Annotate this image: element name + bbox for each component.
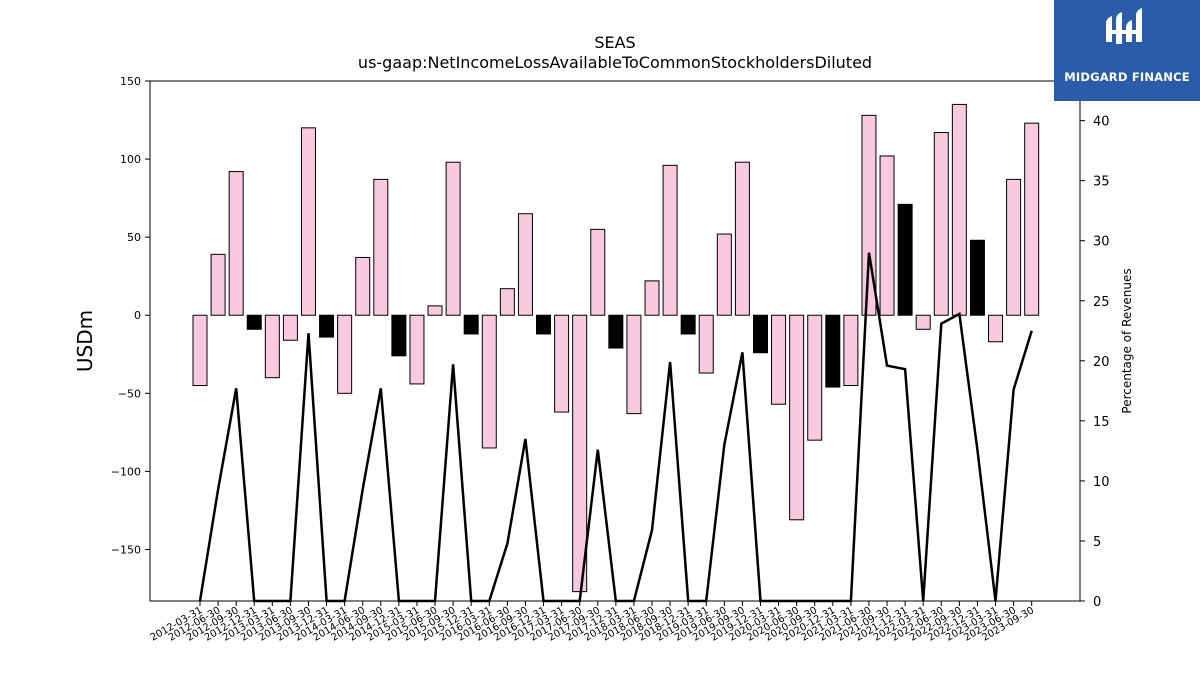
bar [626, 314, 642, 415]
bar [807, 314, 823, 441]
bar [391, 314, 407, 357]
bar [246, 314, 262, 330]
bar [228, 171, 244, 316]
bar [933, 132, 949, 316]
bar [680, 314, 696, 335]
bar [427, 305, 443, 316]
y-axis-left: −150 −100 −50 0 50 100 150 [111, 75, 150, 556]
y-tick-label: 50 [127, 231, 141, 244]
x-axis: 2012-03-312012-06-302012-09-302012-12-31… [149, 601, 1036, 644]
bar [843, 314, 859, 387]
y-tick-label: −150 [111, 543, 141, 556]
y-right-tick-label: 0 [1093, 595, 1101, 610]
bar [1006, 178, 1022, 316]
logo: MIDGARD FINANCE [1054, 0, 1200, 101]
bar [897, 203, 913, 316]
bar [988, 314, 1004, 343]
y-right-tick-label: 20 [1093, 355, 1110, 370]
y-axis-label-right: Percentage of Revenues [1120, 268, 1134, 413]
bar [861, 114, 877, 316]
y-right-tick-label: 35 [1093, 175, 1110, 190]
bars-layer [192, 103, 1040, 593]
bar [608, 314, 624, 349]
midgard-logo-icon [1106, 8, 1142, 44]
y-tick-label: −50 [118, 387, 141, 400]
logo-text: MIDGARD FINANCE [1064, 70, 1190, 84]
bar [969, 239, 985, 316]
y-right-tick-label: 40 [1093, 115, 1110, 130]
bar [445, 161, 461, 316]
bar [499, 288, 515, 316]
bar [716, 233, 732, 316]
y-tick-label: −100 [111, 465, 141, 478]
bar [644, 280, 660, 316]
bar [752, 314, 768, 354]
bar [300, 127, 316, 316]
chart-title: SEAS [594, 33, 635, 52]
y-right-tick-label: 15 [1093, 415, 1110, 430]
bar [1024, 122, 1040, 316]
y-axis-label-left: USDm [73, 310, 97, 372]
bar [373, 178, 389, 316]
y-axis-right: 0 5 10 15 20 25 30 35 40 [1080, 115, 1110, 610]
bar [771, 314, 787, 405]
bar [915, 314, 931, 330]
y-tick-label: 150 [120, 75, 141, 88]
bar [210, 253, 226, 316]
bar [734, 161, 750, 316]
y-right-tick-label: 25 [1093, 295, 1110, 310]
bar [282, 314, 298, 341]
y-right-tick-label: 5 [1093, 535, 1101, 550]
bar [481, 314, 497, 449]
bar [554, 314, 570, 413]
bar [590, 228, 606, 316]
y-tick-label: 0 [134, 309, 141, 322]
bar [825, 314, 841, 388]
bar [192, 314, 208, 387]
bar [337, 314, 353, 394]
y-tick-label: 100 [120, 153, 141, 166]
bar [463, 314, 479, 335]
bar [409, 314, 425, 385]
chart-subtitle: us-gaap:NetIncomeLossAvailableToCommonSt… [358, 53, 872, 72]
bar [319, 314, 335, 338]
y-right-tick-label: 10 [1093, 475, 1110, 490]
bar [789, 314, 805, 521]
bar [536, 314, 552, 335]
bar [951, 103, 967, 316]
bar [879, 155, 895, 316]
bar [264, 314, 280, 379]
y-right-tick-label: 30 [1093, 235, 1110, 250]
bar [698, 314, 714, 374]
plot-frame [149, 80, 1081, 602]
bar [662, 164, 678, 316]
bar [355, 256, 371, 316]
bar [517, 213, 533, 316]
